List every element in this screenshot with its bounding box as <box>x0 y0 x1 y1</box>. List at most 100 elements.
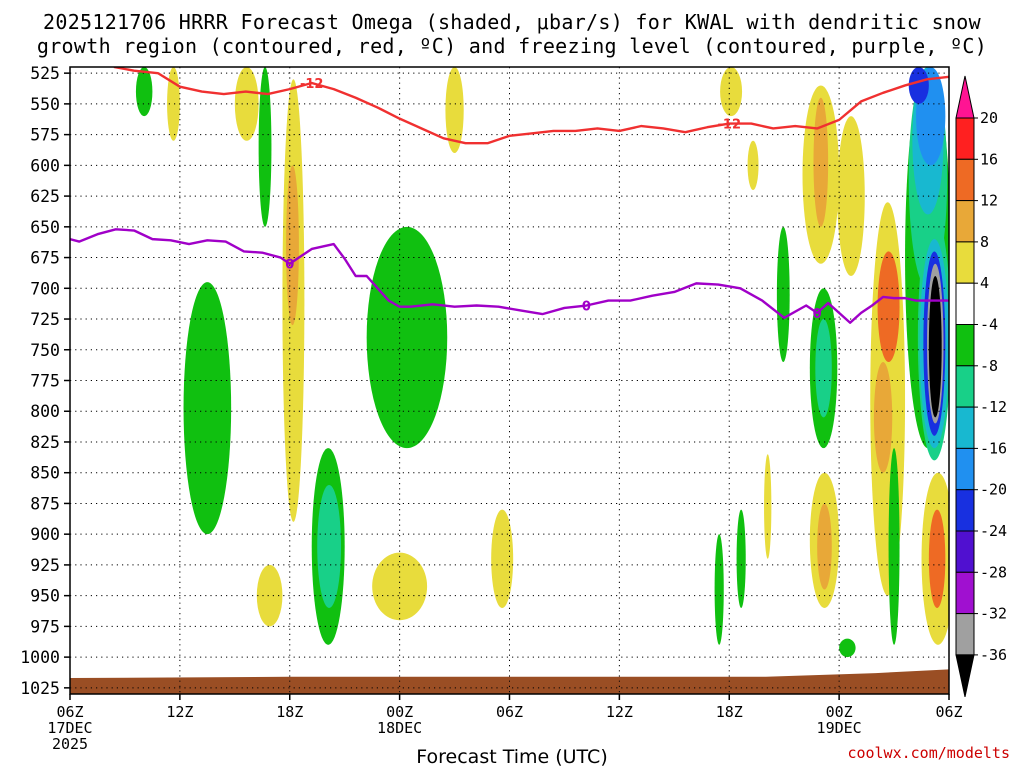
y-tick-label: 600 <box>30 156 60 175</box>
colorbar-label: 12 <box>980 192 998 210</box>
colorbar-segment <box>955 282 975 326</box>
plot-grid <box>69 67 950 694</box>
y-tick-label: 950 <box>30 587 60 606</box>
colorbar-segment <box>955 117 975 160</box>
colorbar-bottom-arrow <box>955 654 975 698</box>
omega-region-16 <box>747 140 759 190</box>
omega-region-14 <box>720 67 743 117</box>
omega-region-9 <box>366 226 448 449</box>
y-tick-label: 825 <box>30 433 60 452</box>
y-tick-label: 900 <box>30 525 60 544</box>
omega-region-38 <box>908 67 929 104</box>
x-tick-label: 19DEC <box>817 719 862 737</box>
y-tick-label: 775 <box>30 372 60 391</box>
dgz-minus12-contour <box>113 67 949 145</box>
x-tick-label: 06Z <box>496 703 523 721</box>
colorbar-segment <box>955 200 975 243</box>
colorbar-label: 8 <box>980 233 989 251</box>
y-tick-label: 525 <box>30 64 60 83</box>
omega-region-3 <box>258 67 272 227</box>
chart-title-line-2: growth region (contoured, red, ºC) and f… <box>36 34 988 58</box>
colorbar-label: -4 <box>980 316 998 334</box>
x-tick-label: 06Z <box>56 703 83 721</box>
x-tick-label: 18DEC <box>377 719 422 737</box>
omega-region-6 <box>183 282 232 535</box>
freezing-level-contour-label: 0 <box>285 258 294 273</box>
x-tick-label: 00Z <box>386 703 413 721</box>
y-tick-label: 1025 <box>20 679 60 698</box>
omega-region-0 <box>135 67 153 117</box>
site-credit: coolwx.com/modelts <box>847 744 1010 762</box>
colorbar-segment <box>955 489 975 532</box>
colorbar-label: -8 <box>980 357 998 375</box>
colorbar-segment <box>955 571 975 615</box>
x-tick-label: 12Z <box>606 703 633 721</box>
omega-region-5 <box>286 165 299 326</box>
colorbar-segment <box>955 365 975 408</box>
dgz-minus12-contour-label: -12 <box>300 77 324 92</box>
y-tick-label: 575 <box>30 126 60 145</box>
x-tick-label: 18Z <box>276 703 303 721</box>
omega-region-13 <box>445 67 464 154</box>
y-tick-label: 925 <box>30 556 60 575</box>
colorbar-label: -24 <box>980 522 1007 540</box>
colorbar-label: -32 <box>980 605 1007 623</box>
colorbar-segment <box>955 613 975 656</box>
colorbar-label: -36 <box>980 646 1007 664</box>
y-tick-label: 800 <box>30 402 60 421</box>
y-tick-label: 625 <box>30 187 60 206</box>
omega-region-31 <box>888 448 900 645</box>
omega-region-17 <box>714 534 724 645</box>
omega-colorbar: 20 16 12 8 4 -4 -8 -12 -16 -20 -24 -28 -32 -36 <box>955 75 1007 698</box>
omega-region-10 <box>372 552 428 621</box>
colorbar-segment <box>955 406 975 449</box>
colorbar-segment <box>955 530 975 573</box>
omega-region-11 <box>256 564 283 627</box>
y-tick-label: 675 <box>30 249 60 268</box>
omega-region-2 <box>234 67 259 141</box>
y-tick-label: 750 <box>30 341 60 360</box>
x-axis-title: Forecast Time (UTC) <box>416 746 608 768</box>
y-tick-label: 700 <box>30 279 60 298</box>
y-tick-label: 725 <box>30 310 60 329</box>
x-tick-label: 17DEC <box>47 719 92 737</box>
colorbar-segment <box>955 158 975 202</box>
omega-region-18 <box>736 509 746 608</box>
omega-region-15 <box>776 226 790 363</box>
x-tick-label: 06Z <box>935 703 962 721</box>
y-tick-label: 650 <box>30 218 60 237</box>
omega-region-8 <box>317 485 342 608</box>
omega-region-24 <box>815 319 832 418</box>
freezing-level-contour <box>70 228 949 324</box>
x-tick-label: 18Z <box>716 703 743 721</box>
x-tick-label: 12Z <box>166 703 193 721</box>
omega-region-27 <box>839 638 856 658</box>
y-tick-label: 975 <box>30 617 60 636</box>
chart-title-line-1: 2025121706 HRRR Forecast Omega (shaded, … <box>43 10 981 34</box>
y-tick-label: 875 <box>30 494 60 513</box>
colorbar-segment <box>955 241 975 284</box>
dgz-minus12-contour-label: -12 <box>718 118 742 133</box>
x-tick-label: 00Z <box>826 703 853 721</box>
colorbar-label: 16 <box>980 150 998 168</box>
colorbar-label: -16 <box>980 439 1007 457</box>
colorbar-top-arrow <box>955 75 975 119</box>
omega-region-30 <box>873 362 893 473</box>
colorbar-label: -28 <box>980 563 1007 581</box>
omega-region-19 <box>764 454 772 559</box>
omega-region-43 <box>928 276 942 418</box>
omega-region-33 <box>928 509 946 608</box>
contour-layer: -12 -12 0 0 0 <box>70 67 949 324</box>
freezing-level-contour-label: 0 <box>582 300 591 315</box>
colorbar-label: -20 <box>980 481 1007 499</box>
colorbar-label: -12 <box>980 398 1007 416</box>
omega-region-29 <box>877 251 900 363</box>
colorbar-label: 4 <box>980 274 989 292</box>
y-tick-label: 550 <box>30 95 60 114</box>
x-tick-label: 2025 <box>52 735 88 753</box>
freezing-level-contour-label: 0 <box>813 307 822 322</box>
y-tick-label: 850 <box>30 464 60 483</box>
colorbar-label: 20 <box>980 109 998 127</box>
